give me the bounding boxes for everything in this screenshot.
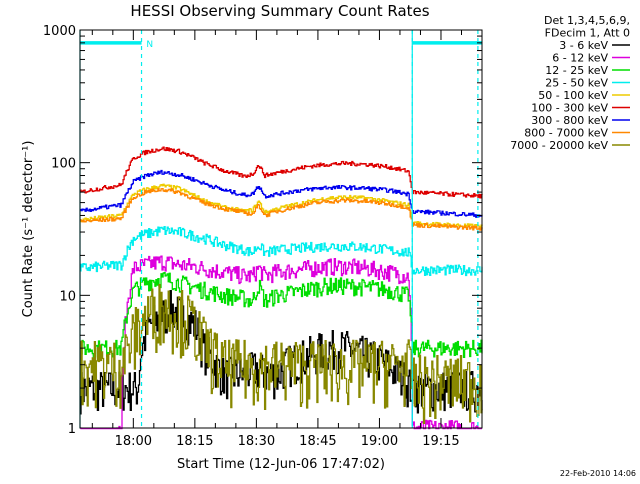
- series-line-7: [80, 188, 483, 231]
- legend-label-2: 12 - 25 keV: [545, 64, 608, 77]
- plot-layer: N: [79, 30, 483, 430]
- status-marker-label: N: [146, 40, 153, 50]
- x-tick-label-5: 19:15: [422, 434, 459, 449]
- legend-label-3: 25 - 50 keV: [545, 77, 608, 90]
- x-tick-label-3: 18:45: [299, 434, 336, 449]
- legend-label-6: 300 - 800 keV: [531, 114, 608, 127]
- y-tick-label-1: 10: [59, 289, 76, 304]
- x-tick-label-2: 18:30: [238, 434, 275, 449]
- legend-label-0: 3 - 6 keV: [559, 39, 608, 52]
- axis-layer: 1 10 100 1000 18:00 18:15 18:30 18:45 19:00 19:15: [43, 24, 483, 449]
- x-axis-label: Start Time (12-Jun-06 17:47:02): [177, 457, 385, 472]
- x-tick-label-0: 18:00: [115, 434, 152, 449]
- legend-label-8: 7000 - 20000 keV: [510, 139, 608, 152]
- y-tick-label-3: 1000: [43, 24, 76, 39]
- y-tick-label-2: 100: [51, 157, 76, 172]
- date-stamp: 22-Feb-2010 14:06: [560, 469, 636, 478]
- series-line-4: [80, 183, 483, 229]
- x-tick-label-4: 19:00: [361, 434, 398, 449]
- y-axis-label: Count Rate (s⁻¹ detector⁻¹): [21, 141, 36, 318]
- plot-frame: [79, 29, 483, 429]
- series-line-2: [80, 272, 483, 359]
- legend-label-4: 50 - 100 keV: [538, 89, 608, 102]
- legend-label-7: 800 - 7000 keV: [524, 127, 608, 140]
- legend-label-5: 100 - 300 keV: [531, 102, 608, 115]
- series-line-6: [80, 169, 483, 218]
- series-line-5: [80, 146, 483, 199]
- legend: Det 1,3,4,5,6,9,FDecim 1, Att 03 - 6 keV…: [510, 14, 630, 152]
- series-line-3: [80, 225, 483, 277]
- legend-header-1: FDecim 1, Att 0: [545, 27, 630, 40]
- series-line-8: [80, 284, 483, 425]
- x-tick-label-1: 18:15: [176, 434, 213, 449]
- legend-header-0: Det 1,3,4,5,6,9,: [544, 14, 630, 27]
- legend-label-1: 6 - 12 keV: [552, 52, 608, 65]
- chart-title: HESSI Observing Summary Count Rates: [130, 2, 429, 20]
- y-tick-label-0: 1: [68, 422, 76, 437]
